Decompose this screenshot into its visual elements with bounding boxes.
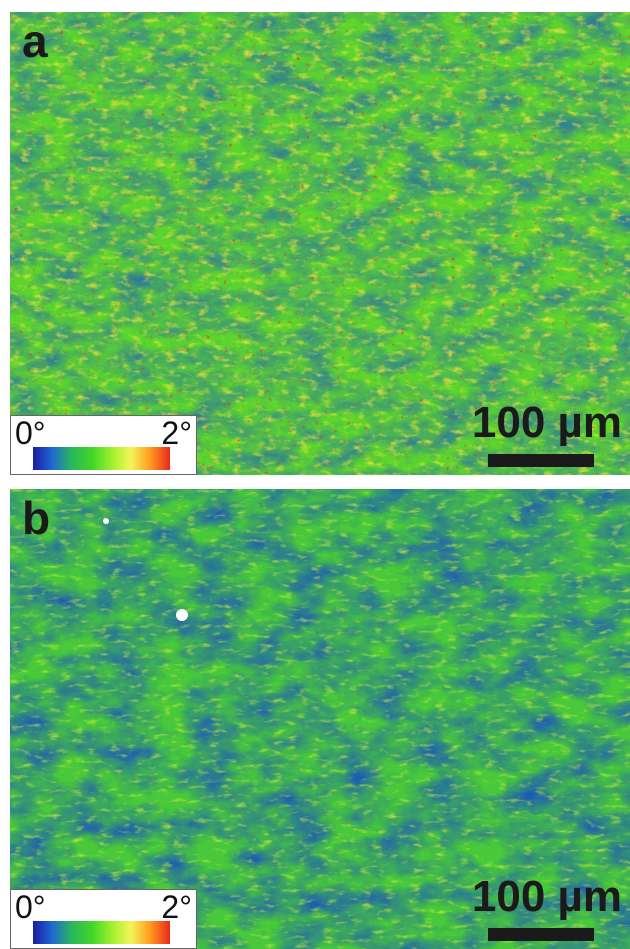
colorbar-gradient-a [33,447,170,470]
scale-bar-label-a: 100 µm [471,398,622,447]
colorbar-legend-a: 0° 2° [10,415,197,475]
panel-a: a 100 µm 0° 2° [10,12,630,475]
panel-label-b: b [22,492,51,544]
scale-bar-line-a [488,454,594,467]
colorbar-max-label-b: 2° [161,889,192,925]
scale-bar-label-b: 100 µm [471,872,622,921]
panel-label-a: a [22,15,48,67]
colorbar-legend-b: 0° 2° [10,889,197,949]
misorientation-map-b [10,489,630,949]
colorbar-max-label-a: 2° [161,415,192,451]
scale-bar-line-b [488,928,594,941]
colorbar-min-label-a: 0° [15,415,46,451]
scale-bar-a: 100 µm [462,399,622,469]
panel-b: b 100 µm 0° 2° [10,489,630,949]
colorbar-gradient-b [33,921,170,944]
misorientation-map-a [10,12,630,475]
scale-bar-b: 100 µm [462,873,622,943]
colorbar-min-label-b: 0° [15,889,46,925]
